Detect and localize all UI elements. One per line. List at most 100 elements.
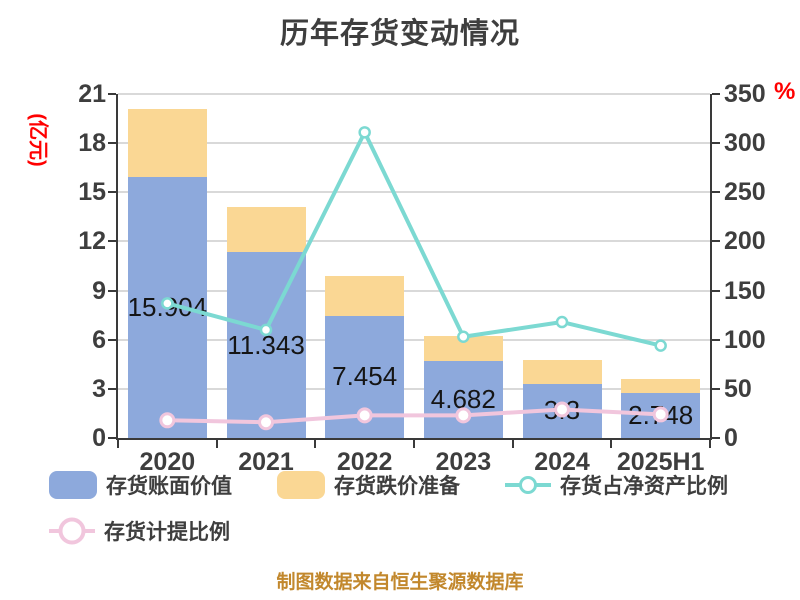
left-axis-line [116,94,118,440]
left-axis-tick-label: 9 [92,276,106,305]
right-axis-tick-label: 100 [724,325,766,354]
legend-item-net-asset-ratio[interactable]: 存货占净资产比例 [505,470,728,500]
series-marker-0 [654,339,667,352]
right-axis-tick-label: 300 [724,129,766,158]
right-axis-tick-label: 50 [724,374,752,403]
x-axis-tick [314,440,317,448]
series-marker-1 [652,406,669,423]
left-axis-tick [108,289,116,292]
series-marker-1 [159,412,176,429]
x-axis-tick [511,440,514,448]
bar-segment-provision [226,207,306,253]
right-axis-tick [712,93,720,95]
right-axis-line [710,94,712,440]
right-axis-tick-label: 200 [724,227,766,256]
right-axis-unit-label: % [774,78,796,105]
grid-line [118,387,710,390]
x-axis-tick [413,440,415,448]
x-axis-label: 2022 [336,448,393,476]
x-axis-label: 2020 [139,448,196,476]
legend-label-provision-ratio: 存货计提比例 [104,521,230,544]
left-axis-tick [108,240,116,243]
bar-value-label: 7.454 [332,361,398,392]
grid-line [118,93,710,95]
left-axis-tick-label: 18 [78,129,106,158]
x-axis-tick [215,440,218,448]
legend-swatch-book-value-icon [49,471,97,499]
left-axis-tick [108,437,116,439]
x-axis-label: 2023 [435,448,492,476]
bar-segment-provision [325,275,405,316]
left-axis-tick [108,338,116,341]
series-marker-1 [455,407,472,424]
x-axis-label: 2025H1 [616,448,705,476]
left-axis-tick-label: 3 [92,374,106,403]
bar-segment-provision [621,379,701,393]
left-axis-tick-label: 21 [78,80,106,108]
left-axis-tick-label: 12 [78,227,106,256]
series-marker-0 [457,330,470,344]
series-marker-0 [358,126,371,139]
legend-line-marker-pink-icon [49,516,95,546]
series-marker-0 [555,315,569,329]
legend-label-provision: 存货跌价准备 [334,475,460,498]
chart-title: 历年存货变动情况 [279,18,520,50]
legend-swatch-provision-icon [277,471,325,499]
grid-line [118,142,710,145]
bar-segment-provision [127,108,207,178]
series-marker-1 [554,401,570,418]
right-axis-tick [712,338,720,341]
right-axis-tick [712,191,720,194]
bar-2023: 4.682 [423,335,503,438]
series-line-0 [166,130,662,348]
series-marker-1 [356,407,373,424]
grid-line [118,338,710,341]
legend-item-provision[interactable]: 存货跌价准备 [277,470,460,500]
left-axis-tick-label: 15 [78,178,106,207]
x-axis-label: 2024 [534,448,590,476]
bar-segment-book-value: 11.343 [226,252,306,438]
x-axis-tick [117,440,119,448]
plot-area: 0 3 6 9 12 15 18 21 0 50 100 150 200 250 300 350 2020 202… [78,81,766,476]
data-source-note: 制图数据来自恒生聚源数据库 [276,572,524,593]
line-series-overlay [159,126,669,431]
series-marker-0 [161,297,174,310]
legend-circle-pink-icon [58,517,86,545]
left-axis-tick [108,387,116,390]
x-axis-tick [610,440,613,448]
bar-segment-book-value: 4.682 [423,361,503,438]
series-marker-0 [259,323,273,337]
bar-segment-provision [522,360,602,384]
series-line-1 [167,407,661,425]
legend-item-book-value[interactable]: 存货账面价值 [49,470,232,500]
grid-line [118,191,710,194]
legend-item-provision-ratio[interactable]: 存货计提比例 [49,516,230,546]
legend-circle-teal-icon [519,476,537,494]
right-axis-tick-label: 250 [724,178,766,207]
left-axis-tick-label: 0 [92,424,106,452]
right-axis-tick [712,240,720,243]
right-axis-tick [712,437,720,439]
right-axis-tick-label: 350 [724,80,766,108]
right-axis-tick [712,289,720,292]
grid-line [118,289,710,292]
bar-2021: 11.343 [226,207,306,438]
right-axis-tick-label: 150 [724,276,766,305]
x-axis-line [116,438,712,440]
legend-line-marker-teal-icon [505,470,551,500]
right-axis-tick-label: 0 [724,424,738,452]
left-axis-tick-label: 6 [92,325,106,354]
right-axis-tick [712,387,720,390]
right-axis-tick [712,142,720,145]
grid-line [118,240,710,243]
left-axis-unit-label: (亿元) [26,113,49,167]
left-axis-tick [108,142,116,145]
left-axis-tick [108,191,116,194]
x-axis-tick [709,440,711,448]
legend-label-net-asset-ratio: 存货占净资产比例 [560,475,728,498]
left-axis-tick [108,93,116,95]
legend-label-book-value: 存货账面价值 [106,475,232,498]
legend-row-1: 存货账面价值 存货跌价准备 存货占净资产比例 [49,470,728,500]
series-marker-1 [258,414,274,431]
